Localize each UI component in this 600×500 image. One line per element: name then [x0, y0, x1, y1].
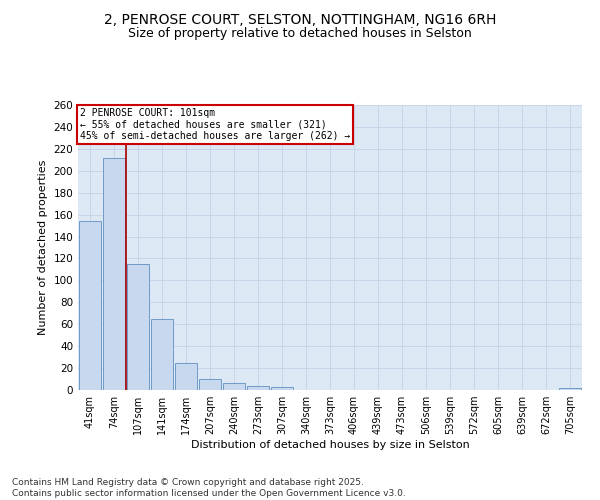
Bar — [247, 386, 269, 390]
Bar — [223, 384, 245, 390]
Bar — [199, 379, 221, 390]
Y-axis label: Number of detached properties: Number of detached properties — [38, 160, 48, 335]
Text: 2 PENROSE COURT: 101sqm
← 55% of detached houses are smaller (321)
45% of semi-d: 2 PENROSE COURT: 101sqm ← 55% of detache… — [80, 108, 350, 142]
Text: Contains HM Land Registry data © Crown copyright and database right 2025.
Contai: Contains HM Land Registry data © Crown c… — [12, 478, 406, 498]
X-axis label: Distribution of detached houses by size in Selston: Distribution of detached houses by size … — [191, 440, 469, 450]
Bar — [175, 362, 197, 390]
Bar — [103, 158, 125, 390]
Text: Size of property relative to detached houses in Selston: Size of property relative to detached ho… — [128, 28, 472, 40]
Bar — [271, 386, 293, 390]
Bar — [559, 388, 581, 390]
Bar — [79, 221, 101, 390]
Text: 2, PENROSE COURT, SELSTON, NOTTINGHAM, NG16 6RH: 2, PENROSE COURT, SELSTON, NOTTINGHAM, N… — [104, 12, 496, 26]
Bar — [151, 319, 173, 390]
Bar — [127, 264, 149, 390]
